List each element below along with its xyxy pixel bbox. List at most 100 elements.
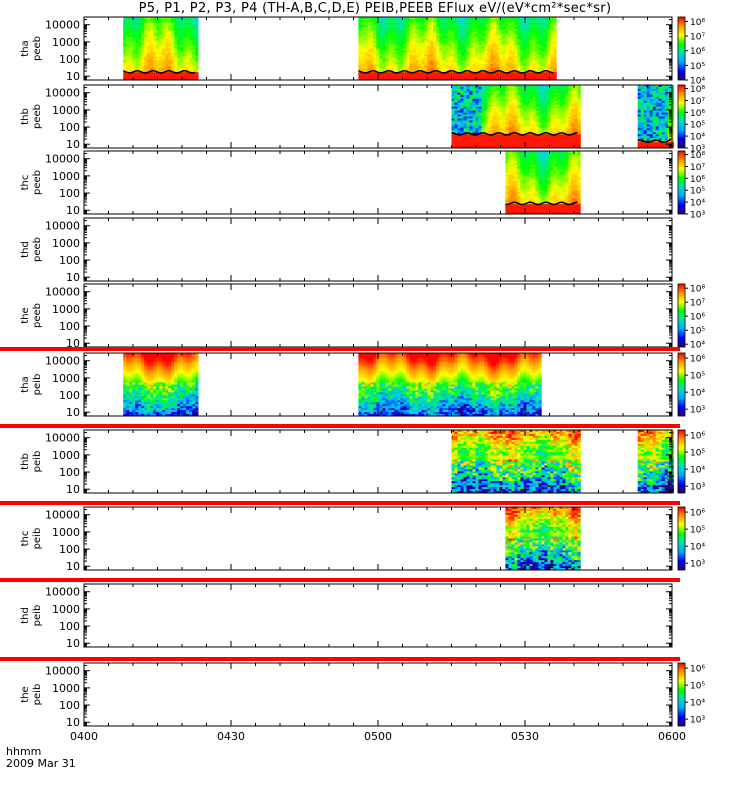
panel-probe-label: tha xyxy=(20,40,31,56)
spectrogram-segment-thb-peeb-1 xyxy=(637,85,674,149)
colorbar-tick-label: 10³ xyxy=(690,145,705,155)
y-tick-label: 1000 xyxy=(52,682,80,695)
panel-probe-label: the xyxy=(20,686,31,702)
colorbar-tick-label: 10⁷ xyxy=(690,299,705,309)
x-tick-label: 0600 xyxy=(658,730,686,743)
y-tick-label: 10 xyxy=(66,716,80,729)
y-tick-label: 10 xyxy=(66,138,80,151)
colorbar-tick-label: 10⁴ xyxy=(690,699,705,709)
x-tick-label: 0430 xyxy=(217,730,245,743)
y-tick-label: 10000 xyxy=(45,432,80,445)
panel-product-label: peib xyxy=(32,374,43,396)
colorbar-tick-label: 10³ xyxy=(690,211,705,221)
panel-product-label: peib xyxy=(32,451,43,473)
spacecraft-potential-line xyxy=(122,69,196,74)
spacecraft-potential-line xyxy=(637,139,671,144)
y-tick-label: 10 xyxy=(66,70,80,83)
panel-the-peib: 10 100 1000 10000 the peib 10³ 10⁴ 10⁵ 10⁶ xyxy=(0,657,705,729)
panel-probe-label: thc xyxy=(20,531,31,547)
colorbar-tick-label: 10⁵ xyxy=(690,682,705,692)
panel-frame xyxy=(83,506,673,571)
colorbar-tick-label: 10⁷ xyxy=(690,97,705,107)
y-tick-label: 10000 xyxy=(45,586,80,599)
colorbar-tick-label: 10⁶ xyxy=(690,313,705,323)
y-tick-label: 100 xyxy=(59,187,80,200)
y-tick-label: 10000 xyxy=(45,509,80,522)
date-label: 2009 Mar 31 xyxy=(6,757,76,770)
y-tick-label: 10 xyxy=(66,204,80,217)
spectrogram-segment-thb-peib-1 xyxy=(637,430,674,494)
colorbar-tick-label: 10⁵ xyxy=(690,526,705,536)
colorbar-tick-label: 10⁶ xyxy=(690,509,705,519)
spectrogram-segment-tha-peeb-0 xyxy=(122,17,199,81)
colorbar-tick-label: 10⁶ xyxy=(690,665,705,675)
panel-probe-label: thd xyxy=(20,607,31,624)
panel-frame xyxy=(83,429,673,494)
y-tick-label: 10 xyxy=(66,406,80,419)
y-tick-label: 10 xyxy=(66,483,80,496)
colorbar-tick-label: 10³ xyxy=(690,716,705,726)
colorbar-tick-label: 10⁴ xyxy=(690,341,705,351)
panel-frame xyxy=(83,150,673,215)
colorbar-tick-label: 10⁶ xyxy=(690,175,705,185)
y-tick-label: 100 xyxy=(59,543,80,556)
x-tick-label: 0500 xyxy=(364,730,392,743)
panel-frame xyxy=(83,84,673,149)
y-tick-label: 1000 xyxy=(52,372,80,385)
panel-the-peeb: 10 100 1000 10000 the peeb 10⁴ 10⁵ 10⁶ 10⁷ 10⁸ xyxy=(20,283,705,351)
colorbar-tick-label: 10⁴ xyxy=(690,199,705,209)
red-separator xyxy=(0,578,680,582)
colorbar-tick-label: 10⁴ xyxy=(690,133,705,143)
panel-thd-peib: 10 100 1000 10000 thd peib xyxy=(0,578,680,650)
colorbar-tick-label: 10⁵ xyxy=(690,449,705,459)
y-tick-label: 1000 xyxy=(52,449,80,462)
colorbar-tha-peib: 10³ 10⁴ 10⁵ 10⁶ xyxy=(677,352,705,417)
colorbar-thc-peeb: 10³ 10⁴ 10⁵ 10⁶ 10⁷ 10⁸ xyxy=(677,150,705,221)
y-tick-label: 100 xyxy=(59,466,80,479)
y-tick-label: 10000 xyxy=(45,286,80,299)
colorbar-tick-label: 10⁶ xyxy=(690,109,705,119)
colorbar-the-peib: 10³ 10⁴ 10⁵ 10⁶ xyxy=(677,662,705,727)
panel-thc-peib: 10 100 1000 10000 thc peib 10³ 10⁴ 10⁵ 10⁶ xyxy=(0,501,705,573)
red-separator xyxy=(0,347,680,351)
red-separator xyxy=(0,424,680,428)
y-tick-label: 1000 xyxy=(52,526,80,539)
y-tick-label: 1000 xyxy=(52,36,80,49)
y-tick-label: 10 xyxy=(66,337,80,350)
red-separator xyxy=(0,657,680,661)
colorbar-tick-label: 10⁴ xyxy=(690,77,705,87)
hhmm-label: hhmm xyxy=(6,745,42,758)
figure-title: P5, P1, P2, P3, P4 (TH-A,B,C,D,E) PEIB,P… xyxy=(138,1,612,16)
spacecraft-potential-line xyxy=(505,201,578,206)
colorbar-tha-peeb: 10⁴ 10⁵ 10⁶ 10⁷ 10⁸ xyxy=(677,16,705,87)
spectrogram-segment-thb-peib-0 xyxy=(451,430,581,494)
panel-probe-label: the xyxy=(20,307,31,323)
colorbar-tick-label: 10⁶ xyxy=(690,47,705,57)
y-tick-label: 10000 xyxy=(45,665,80,678)
spectrogram-segment-thc-peib-0 xyxy=(505,507,581,571)
y-tick-label: 10000 xyxy=(45,153,80,166)
colorbar-tick-label: 10⁶ xyxy=(690,432,705,442)
panel-thc-peeb: 10 100 1000 10000 thc peeb 10³ 10⁴ 10⁵ 10⁶ 10⁷ 10⁸ xyxy=(20,150,705,221)
panel-thb-peeb: 10 100 1000 10000 thb peeb 10³ 10⁴ 10⁵ 10⁶ 10⁷ 10⁸ xyxy=(20,84,705,155)
spectrogram-segment-tha-peib-1 xyxy=(358,353,542,417)
colorbar-tick-label: 10⁷ xyxy=(690,33,705,43)
colorbar-tick-label: 10⁵ xyxy=(690,327,705,337)
y-tick-label: 100 xyxy=(59,320,80,333)
y-tick-label: 10000 xyxy=(45,87,80,100)
spectrogram-segment-thc-peeb-0 xyxy=(505,151,581,215)
spacecraft-potential-line xyxy=(358,69,554,74)
y-tick-label: 1000 xyxy=(52,237,80,250)
colorbar-tick-label: 10⁸ xyxy=(690,285,705,295)
spectrogram-segment-thb-peeb-0 xyxy=(451,85,581,149)
colorbar-tick-label: 10³ xyxy=(690,483,705,493)
panel-thd-peeb: 10 100 1000 10000 thd peeb xyxy=(20,217,673,284)
y-tick-label: 1000 xyxy=(52,603,80,616)
colorbar-tick-label: 10⁵ xyxy=(690,187,705,197)
colorbar-tick-label: 10³ xyxy=(690,560,705,570)
panel-product-label: peib xyxy=(32,684,43,706)
y-tick-label: 100 xyxy=(59,254,80,267)
y-tick-label: 10000 xyxy=(45,19,80,32)
x-tick-label: 0530 xyxy=(511,730,539,743)
